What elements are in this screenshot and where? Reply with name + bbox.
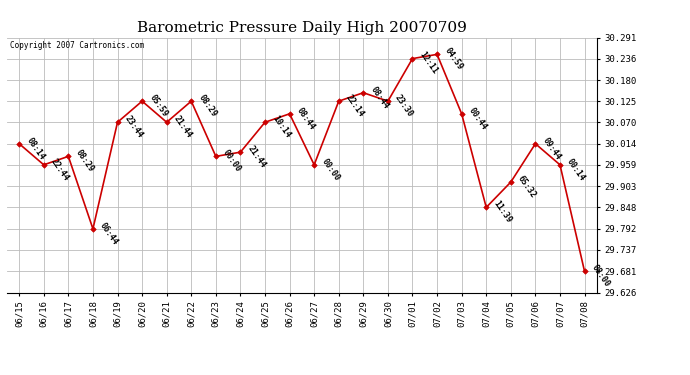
Text: 08:29: 08:29	[74, 148, 95, 174]
Text: 12:11: 12:11	[418, 50, 440, 76]
Text: 08:44: 08:44	[368, 84, 391, 110]
Text: 00:00: 00:00	[221, 148, 243, 174]
Text: 04:59: 04:59	[442, 46, 464, 72]
Text: 21:44: 21:44	[172, 114, 194, 140]
Text: 23:44: 23:44	[123, 114, 144, 140]
Text: 00:44: 00:44	[467, 106, 489, 131]
Text: 00:00: 00:00	[319, 157, 341, 182]
Text: 09:44: 09:44	[541, 135, 562, 161]
Text: Copyright 2007 Cartronics.com: Copyright 2007 Cartronics.com	[10, 41, 144, 50]
Text: 08:29: 08:29	[197, 93, 218, 118]
Text: 10:14: 10:14	[270, 114, 292, 140]
Text: 06:44: 06:44	[98, 220, 120, 246]
Text: 23:30: 23:30	[393, 93, 415, 118]
Text: 11:39: 11:39	[491, 199, 513, 225]
Text: 65:32: 65:32	[516, 174, 538, 200]
Text: 08:44: 08:44	[295, 106, 317, 131]
Text: 21:44: 21:44	[246, 144, 268, 170]
Text: 08:14: 08:14	[25, 135, 46, 161]
Text: 05:59: 05:59	[148, 93, 169, 118]
Text: 22:14: 22:14	[344, 93, 366, 118]
Text: 08:00: 08:00	[590, 263, 611, 289]
Text: 22:44: 22:44	[49, 157, 71, 182]
Text: 00:14: 00:14	[565, 157, 587, 182]
Title: Barometric Pressure Daily High 20070709: Barometric Pressure Daily High 20070709	[137, 21, 467, 35]
